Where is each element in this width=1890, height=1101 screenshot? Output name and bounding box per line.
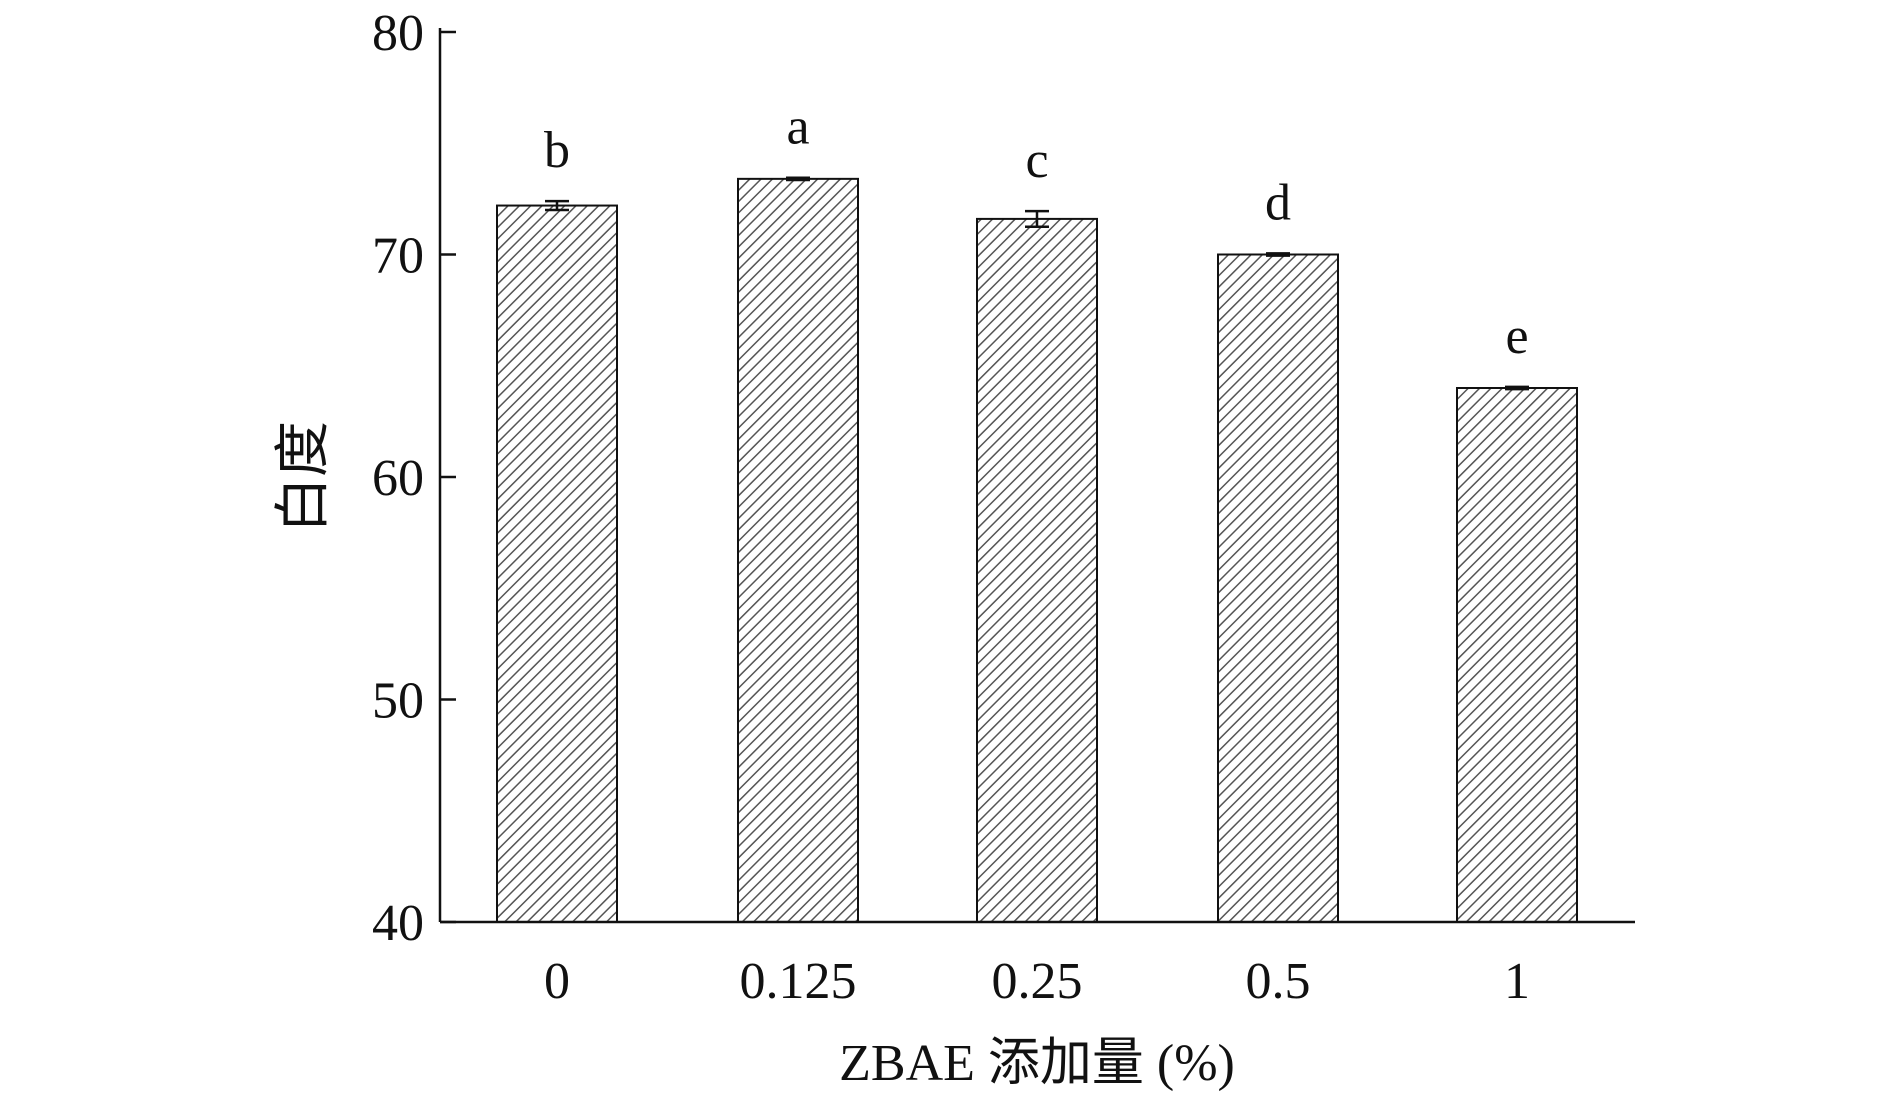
labels-layer: b 0 a 0.125 c 0.25 d 0.5 e 1 40 50 60 70 80 ZBAE 添加量 (%… (273, 5, 1530, 1092)
error-bar (1505, 385, 1529, 391)
significance-label: b (544, 122, 570, 179)
y-tick-label: 50 (372, 673, 424, 730)
bar (737, 177, 859, 924)
error-bar (1266, 252, 1290, 257)
error-bar (1025, 209, 1049, 228)
axes-layer (438, 28, 1635, 924)
bar (496, 204, 618, 924)
x-axis-title: ZBAE 添加量 (%) (839, 1035, 1235, 1092)
x-tick-label: 1 (1504, 953, 1530, 1010)
y-tick-label: 80 (372, 5, 424, 62)
bars-layer (496, 176, 1578, 924)
error-bar (786, 176, 810, 182)
y-axis-title: 白度 (273, 421, 335, 533)
significance-label: c (1025, 132, 1048, 189)
bar (1456, 387, 1578, 923)
bar (1217, 253, 1339, 923)
y-tick-label: 70 (372, 228, 424, 285)
y-tick-label: 60 (372, 450, 424, 507)
y-tick-label: 40 (372, 895, 424, 952)
x-tick-label: 0 (544, 953, 570, 1010)
significance-label: e (1505, 308, 1528, 365)
x-tick-label: 0.125 (740, 953, 857, 1010)
x-tick-label: 0.25 (992, 953, 1083, 1010)
x-tick-label: 0.5 (1246, 953, 1311, 1010)
significance-label: a (786, 99, 809, 156)
error-bar (545, 199, 569, 212)
bar (976, 217, 1098, 923)
significance-label: d (1265, 174, 1291, 231)
